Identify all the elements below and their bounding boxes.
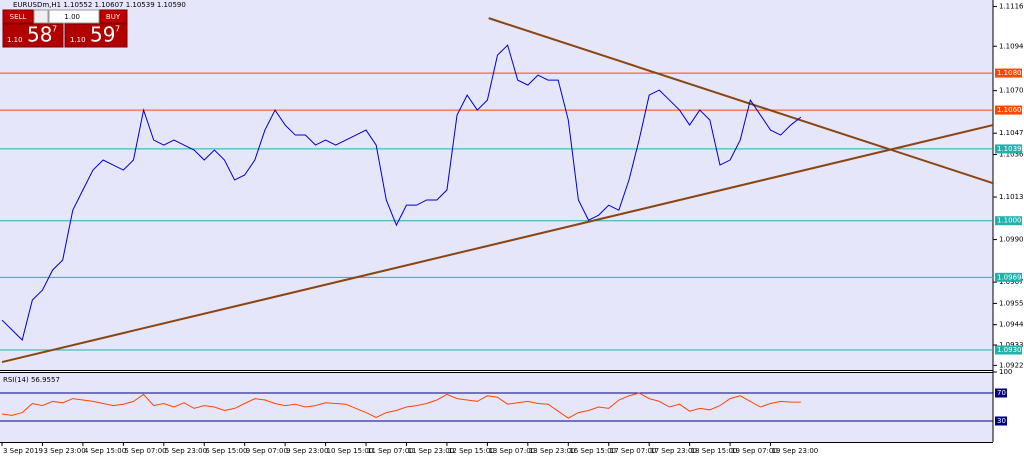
buy-price-point: 7 bbox=[115, 25, 120, 34]
x-tick-label: 16 Sep 15:00 bbox=[569, 447, 616, 455]
y-tick-label: 1.10130 bbox=[999, 193, 1024, 201]
x-tick-label: 3 Sep 23:00 bbox=[43, 447, 85, 455]
x-tick-label: 5 Sep 23:00 bbox=[165, 447, 207, 455]
y-tick-label: 1.10360 bbox=[999, 150, 1024, 158]
lot-value: 1.00 bbox=[64, 13, 80, 21]
buy-price-pips: 59 bbox=[90, 23, 115, 47]
level-label-box bbox=[995, 105, 1022, 115]
x-tick-label: 9 Sep 23:00 bbox=[286, 447, 328, 455]
trade-panel: SELL 1.00 BUY 1.10 58 7 1.10 59 7 bbox=[2, 9, 128, 48]
buy-price-box[interactable] bbox=[64, 23, 128, 48]
main-plot bbox=[0, 0, 993, 370]
level-label: 1.10600 bbox=[997, 106, 1024, 114]
x-tick-label: 9 Sep 07:00 bbox=[246, 447, 288, 455]
level-label: 1.09696 bbox=[997, 273, 1024, 281]
x-tick-label: 3 Sep 2019 bbox=[3, 447, 43, 455]
y-tick-label: 1.09900 bbox=[999, 236, 1024, 244]
x-tick-label: 19 Sep 23:00 bbox=[772, 447, 819, 455]
level-label: 70 bbox=[997, 389, 1006, 397]
y-tick-label: 1.09330 bbox=[999, 341, 1024, 349]
level-label-box bbox=[995, 416, 1007, 426]
x-tick-label: 13 Sep 07:00 bbox=[488, 447, 535, 455]
y-tick-label: 100 bbox=[999, 368, 1012, 376]
sell-price-pips: 58 bbox=[27, 23, 52, 47]
sell-button[interactable] bbox=[2, 9, 34, 24]
y-tick-label: 1.10945 bbox=[999, 42, 1024, 50]
level-label-box bbox=[995, 144, 1022, 154]
x-tick-label: 10 Sep 15:00 bbox=[327, 447, 374, 455]
x-tick-label: 19 Sep 07:00 bbox=[731, 447, 778, 455]
series-line bbox=[1, 44, 802, 341]
sell-price-big: 1.10 bbox=[7, 36, 23, 44]
level-label: 1.09303 bbox=[997, 346, 1024, 354]
y-tick-label: 1.09555 bbox=[999, 299, 1024, 307]
level-label: 1.10390 bbox=[997, 145, 1024, 153]
x-tick-label: 17 Sep 07:00 bbox=[610, 447, 657, 455]
level-label-box bbox=[995, 68, 1022, 78]
y-tick-label: 1.09440 bbox=[999, 321, 1024, 329]
level-label-box bbox=[995, 345, 1022, 355]
y-tick-label: 1.09670 bbox=[999, 278, 1024, 286]
level-label-box bbox=[995, 388, 1007, 398]
series-line bbox=[1, 392, 801, 419]
x-tick-label: 18 Sep 15:00 bbox=[691, 447, 738, 455]
rsi-title: RSI(14) 56.9557 bbox=[3, 376, 60, 384]
trendline bbox=[488, 17, 994, 185]
lot-input[interactable] bbox=[48, 9, 100, 24]
trendline bbox=[1, 124, 994, 364]
x-tick-label: 5 Sep 07:00 bbox=[124, 447, 166, 455]
x-tick-label: 11 Sep 23:00 bbox=[407, 447, 454, 455]
level-label: 1.10002 bbox=[997, 217, 1024, 225]
level-label-box bbox=[995, 272, 1022, 282]
level-label: 1.10800 bbox=[997, 69, 1024, 77]
buy-button[interactable] bbox=[99, 9, 128, 24]
chart-title: EURUSDm,H1 1.10552 1.10607 1.10539 1.105… bbox=[13, 1, 186, 9]
level-label-box bbox=[995, 216, 1022, 226]
buy-label: BUY bbox=[106, 13, 121, 21]
sell-price-point: 7 bbox=[52, 25, 57, 34]
x-tick-label: 12 Sep 15:00 bbox=[448, 447, 495, 455]
y-tick-label: 1.10705 bbox=[999, 87, 1024, 95]
sell-price-box[interactable] bbox=[2, 23, 64, 48]
lot-down[interactable] bbox=[33, 9, 49, 24]
level-label: 30 bbox=[997, 417, 1006, 425]
y-tick-label: 1.10475 bbox=[999, 129, 1024, 137]
y-tick-label: 1.11160 bbox=[999, 2, 1024, 10]
buy-price-big: 1.10 bbox=[70, 36, 86, 44]
x-tick-label: 17 Sep 23:00 bbox=[650, 447, 697, 455]
x-tick-label: 4 Sep 15:00 bbox=[84, 447, 126, 455]
x-tick-label: 13 Sep 23:00 bbox=[529, 447, 576, 455]
x-tick-label: 6 Sep 15:00 bbox=[205, 447, 247, 455]
sell-label: SELL bbox=[10, 13, 27, 21]
y-tick-label: 1.09220 bbox=[999, 361, 1024, 369]
rsi-plot bbox=[0, 372, 993, 442]
x-tick-label: 11 Sep 07:00 bbox=[367, 447, 414, 455]
